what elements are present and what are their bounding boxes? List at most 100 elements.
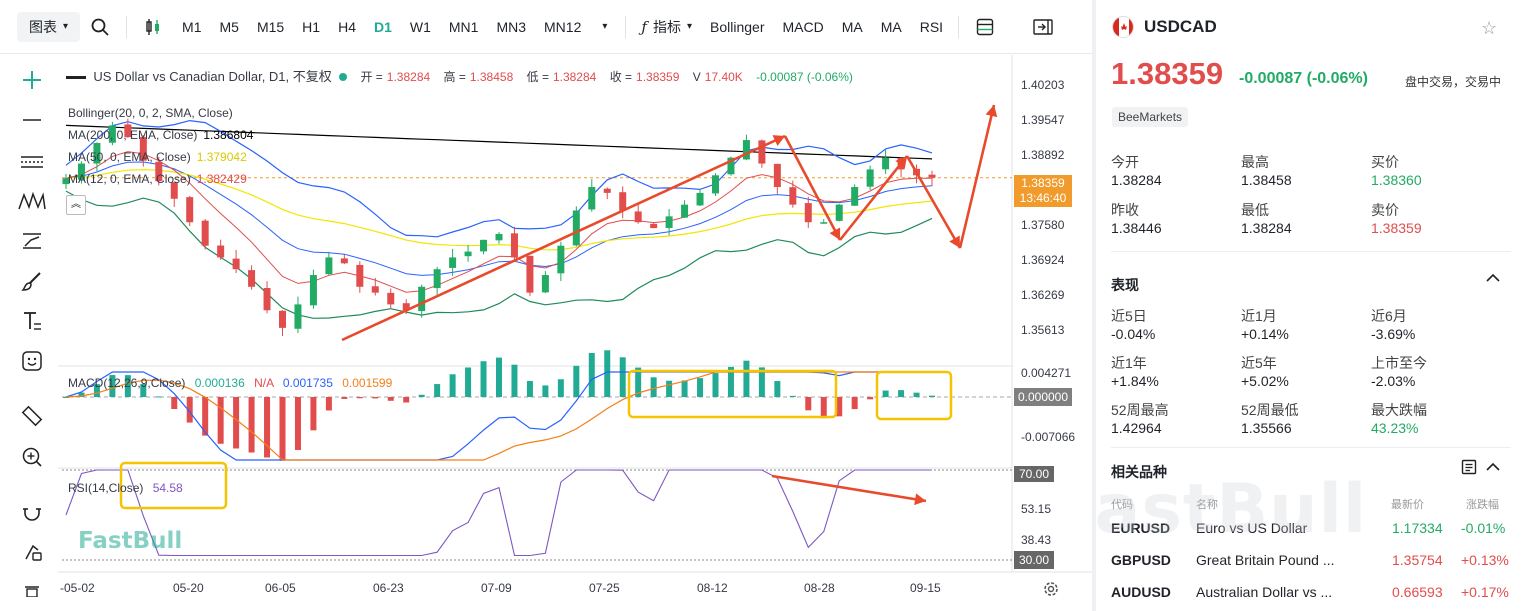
timeframe-m1[interactable]: M1 [182,18,202,35]
macd-histogram-bar [820,397,827,419]
macd-histogram-bar [465,367,472,397]
indicator-rsi-button[interactable]: RSI [919,18,944,35]
star-favorite-icon[interactable]: ☆ [1481,18,1498,38]
perf-0: 近5日 -0.04% [1111,306,1155,342]
candle [789,187,797,205]
settings-icon[interactable] [1042,580,1060,598]
timeframe-h4[interactable]: H4 [338,18,356,35]
horizontal-line-icon[interactable] [14,105,50,135]
high-label: 高 = [443,70,466,84]
macd-histogram-bar [356,397,363,399]
indicators-button[interactable]: ƒ 指标 ▾ [632,12,701,42]
candle [773,163,781,188]
candle [294,304,302,329]
chevron-up-icon[interactable] [1485,270,1501,291]
related-header-name: 名称 [1196,499,1218,511]
annotation-drop-arrow [783,135,842,241]
candle [93,143,101,164]
perf-7: 52周最低 1.35566 [1241,400,1299,436]
text-tool-icon[interactable] [14,306,50,336]
macd-histogram-bar [681,380,688,397]
candle [279,310,286,328]
brush-icon[interactable] [14,266,50,296]
related-name: Australian Dollar vs ... [1196,584,1333,600]
search-icon[interactable] [80,12,120,42]
macd-histogram-bar [124,375,131,397]
expand-panel-icon[interactable] [1023,12,1063,42]
trash-icon[interactable] [14,575,50,605]
candle [928,174,936,178]
chart-type-dropdown[interactable]: 图表 ▾ [17,11,81,42]
date-axis-label: 07-09 [481,581,512,595]
chart-type-label: 图表 [29,18,57,35]
related-header-code: 代码 [1111,499,1133,511]
chart-canvas[interactable] [0,0,1092,611]
indicator-ma-button[interactable]: MA [880,18,902,35]
perf-value: -2.03% [1371,373,1416,389]
chevron-up-icon[interactable] [1485,459,1501,480]
crosshair-icon[interactable] [14,65,50,95]
ruler-icon[interactable] [14,401,50,431]
candlestick-icon[interactable] [133,12,173,42]
timeframe-mn12[interactable]: MN12 [544,18,582,35]
zoom-in-icon[interactable] [14,442,50,472]
annotation-forecast-up-arrow [958,104,996,249]
indicator-bollinger-button[interactable]: Bollinger [710,18,765,35]
candle [495,233,503,241]
stat-0: 今开 1.38284 [1111,152,1162,188]
annotation-rebound-arrow [838,155,909,241]
layout-icon[interactable] [965,12,1005,42]
candle [510,233,518,258]
perf-value: +1.84% [1111,373,1159,389]
timeframe-mn1[interactable]: MN1 [448,18,479,35]
legend-toggle-button[interactable]: ︽ [66,195,86,215]
list-view-icon[interactable] [1461,459,1477,480]
price-axis-label: 1.39547 [1021,113,1065,127]
timeframe-w1[interactable]: W1 [409,18,431,35]
related-name: Euro vs US Dollar [1196,520,1308,536]
legend-collapse-icon[interactable] [66,76,86,80]
fibonacci-icon[interactable] [14,226,50,256]
perf-label: 52周最高 [1111,402,1169,418]
emoji-icon[interactable] [14,346,50,376]
ma50-label: MA(50, 0, EMA, Close) [68,150,191,164]
macd-zero-tag: 0.000000 [1014,388,1072,406]
macd-histogram-bar [418,394,425,397]
related-row[interactable]: AUDUSD Australian Dollar vs ... 0.66593 +0.… [1096,584,1525,611]
related-row[interactable]: EURUSD Euro vs US Dollar 1.17334 -0.01% [1096,520,1525,550]
annotation-uptrend-arrow-head [772,135,785,147]
related-row[interactable]: GBPUSD Great Britain Pound ... 1.35754 +0.1… [1096,552,1525,582]
magnet-icon[interactable] [14,496,50,526]
chevron-down-icon[interactable]: ▾ [602,21,608,32]
macd-histogram-bar [93,384,100,397]
macd-histogram-bar [264,397,271,458]
candle [387,292,395,305]
timeframe-mn3[interactable]: MN3 [496,18,527,35]
candle [62,178,70,185]
price-axis-label: 1.36269 [1021,288,1065,302]
toolbar-divider [625,15,627,38]
timeframe-h1[interactable]: H1 [302,18,321,35]
timeframe-m5[interactable]: M5 [219,18,239,35]
ma12-line [65,151,933,293]
zigzag-pattern-icon[interactable] [14,186,50,216]
annotation-macd-box-2 [875,370,953,421]
chart-panel[interactable]: 图表 ▾ M1 M5 M15 H1 H4 D1 W1 MN1 MN3 MN12 ▾ ƒ 指标 ▾ … [0,0,1092,611]
annotation-macd-box [627,369,838,419]
date-axis-label: -05-02 [60,581,95,595]
rsi-upper-tag: 70.00 [1014,466,1054,482]
perf-label: 近1年 [1111,355,1147,371]
lock-drawing-icon[interactable] [14,536,50,566]
market-status: 盘中交易，交易中 [1404,75,1501,89]
channel-icon[interactable] [14,146,50,176]
candle [681,204,689,218]
last-price-value: 1.38359 [1021,176,1065,190]
indicator-ma-button[interactable]: MA [841,18,863,35]
candle [650,223,658,229]
indicator-macd-button[interactable]: MACD [782,18,824,35]
timeframe-d1[interactable]: D1 [373,18,392,35]
close-value: 1.38359 [636,70,680,84]
macd-histogram-bar [851,397,858,410]
annotation-forecast-down-arrow [905,155,962,249]
timeframe-m15[interactable]: M15 [256,18,285,35]
